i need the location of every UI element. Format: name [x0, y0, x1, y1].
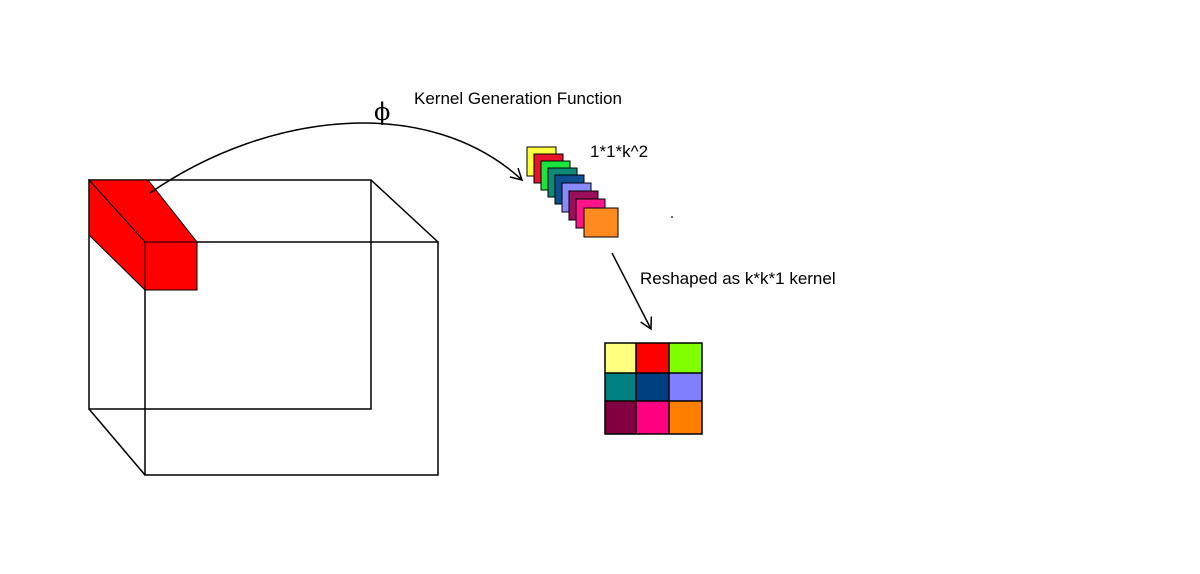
reshape-arrow	[611, 252, 653, 331]
stack-square-9	[583, 207, 619, 238]
grid-cell-1-1	[636, 373, 669, 401]
grid-cell-2-1	[636, 401, 669, 434]
reshaped-label: Reshaped as k*k*1 kernel	[640, 269, 836, 288]
grid-lines	[604, 342, 703, 435]
stray-dot	[671, 216, 673, 218]
kernel-generation-label: Kernel Generation Function	[414, 89, 622, 108]
cube-front-face	[144, 241, 439, 476]
grid-cell-0-0	[605, 343, 636, 373]
reshaped-kernel-grid	[604, 342, 703, 435]
grid-cell-0-1	[636, 343, 669, 373]
grid-cell-2-0	[605, 401, 636, 434]
selected-patch	[87, 178, 199, 292]
grid-cell-1-0	[605, 373, 636, 401]
cube-edge-bottom-left	[88, 408, 146, 476]
phi-symbol: ϕ	[374, 98, 390, 126]
grid-cell-0-2	[669, 343, 702, 373]
selected-patch-front	[144, 241, 198, 291]
kernel-channel-stack	[526, 146, 619, 238]
input-feature-cube	[88, 179, 439, 476]
cube-back-face	[88, 179, 372, 410]
channel-vector-label: 1*1*k^2	[590, 142, 648, 161]
cube-edge-top-right	[370, 179, 439, 243]
grid-cell-1-2	[669, 373, 702, 401]
grid-cell-2-2	[669, 401, 702, 434]
kernel-generation-arrow	[149, 122, 524, 194]
